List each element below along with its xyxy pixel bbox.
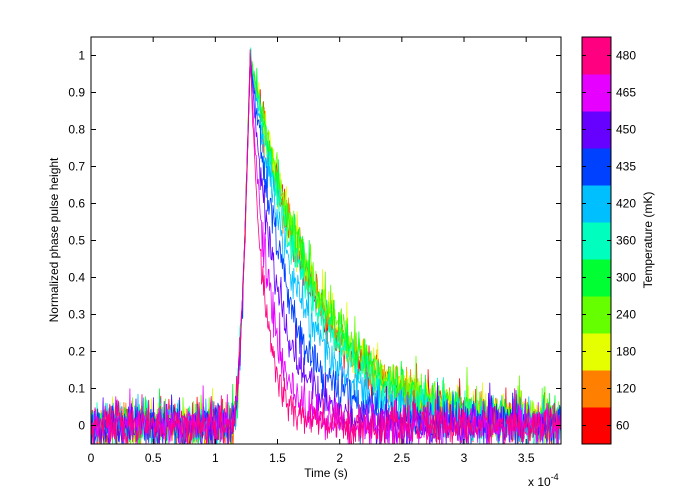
- colorbar-tick-label: 360: [616, 234, 636, 248]
- colorbar-tick-label: 300: [616, 271, 636, 285]
- x-tick-label: 2.5: [394, 451, 411, 465]
- colorbar-label: Temperature (mK): [641, 192, 655, 289]
- y-tick-label: 0.8: [68, 123, 85, 137]
- series-line-435mK: [90, 52, 562, 445]
- x-exponent-power: -4: [551, 472, 559, 482]
- colorbar-ticks: 60 120 180 240 300 360 420 435 450 465 480: [582, 49, 636, 433]
- x-tick-label: 3: [461, 451, 468, 465]
- colorbar-segment-360: [582, 222, 611, 260]
- colorbar-segment-465: [582, 74, 611, 112]
- x-tick-label: 0: [88, 451, 95, 465]
- x-axis-exponent: x 10-4: [528, 472, 559, 489]
- colorbar-segment-450: [582, 111, 611, 149]
- y-tick-label: 0.5: [68, 234, 85, 248]
- colorbar-tick-label: 180: [616, 345, 636, 359]
- x-tick-label: 2: [336, 451, 343, 465]
- colorbar-tick-label: 420: [616, 197, 636, 211]
- colorbar-segment-420: [582, 185, 611, 223]
- colorbar-segment-480: [582, 37, 611, 75]
- y-tick-label: 0.1: [68, 382, 85, 396]
- y-tick-label: 0.7: [68, 160, 85, 174]
- y-tick-label: 0.9: [68, 86, 85, 100]
- colorbar-tick-label: 450: [616, 123, 636, 137]
- y-tick-label: 0.3: [68, 308, 85, 322]
- colorbar-segment-180: [582, 333, 611, 371]
- series-layer: [90, 47, 562, 445]
- y-tick-label: 1: [78, 49, 85, 63]
- colorbar-tick-label: 240: [616, 308, 636, 322]
- colorbar-tick-label: 435: [616, 160, 636, 174]
- y-axis-label: Normalized phase pulse height: [47, 157, 61, 322]
- colorbar-tick-label: 60: [616, 419, 630, 433]
- colorbar: [582, 37, 611, 445]
- colorbar-segment-435: [582, 148, 611, 186]
- colorbar-tick-label: 465: [616, 86, 636, 100]
- y-axis-ticks: 0 0.1 0.2 0.3 0.4 0.5 0.6 0.7 0.8 0.9 1: [68, 49, 561, 433]
- colorbar-segment-60: [582, 407, 611, 445]
- series-line-480mK: [90, 49, 562, 445]
- x-tick-label: 3.5: [518, 451, 535, 465]
- y-tick-label: 0: [78, 419, 85, 433]
- y-tick-label: 0.2: [68, 345, 85, 359]
- colorbar-tick-label: 120: [616, 382, 636, 396]
- y-tick-label: 0.4: [68, 271, 85, 285]
- colorbar-segment-300: [582, 259, 611, 297]
- x-axis-ticks: 0 0.5 1 1.5 2 2.5 3 3.5: [88, 37, 535, 465]
- x-tick-label: 1.5: [269, 451, 286, 465]
- series-line-420mK: [90, 63, 562, 445]
- x-tick-label: 1: [212, 451, 219, 465]
- y-tick-label: 0.6: [68, 197, 85, 211]
- x-tick-label: 0.5: [145, 451, 162, 465]
- colorbar-segment-240: [582, 296, 611, 334]
- x-axis-label: Time (s): [304, 466, 348, 480]
- colorbar-tick-label: 480: [616, 49, 636, 63]
- series-line-465mK: [90, 59, 562, 445]
- colorbar-segment-120: [582, 370, 611, 408]
- x-exponent-base: x 10: [528, 475, 551, 489]
